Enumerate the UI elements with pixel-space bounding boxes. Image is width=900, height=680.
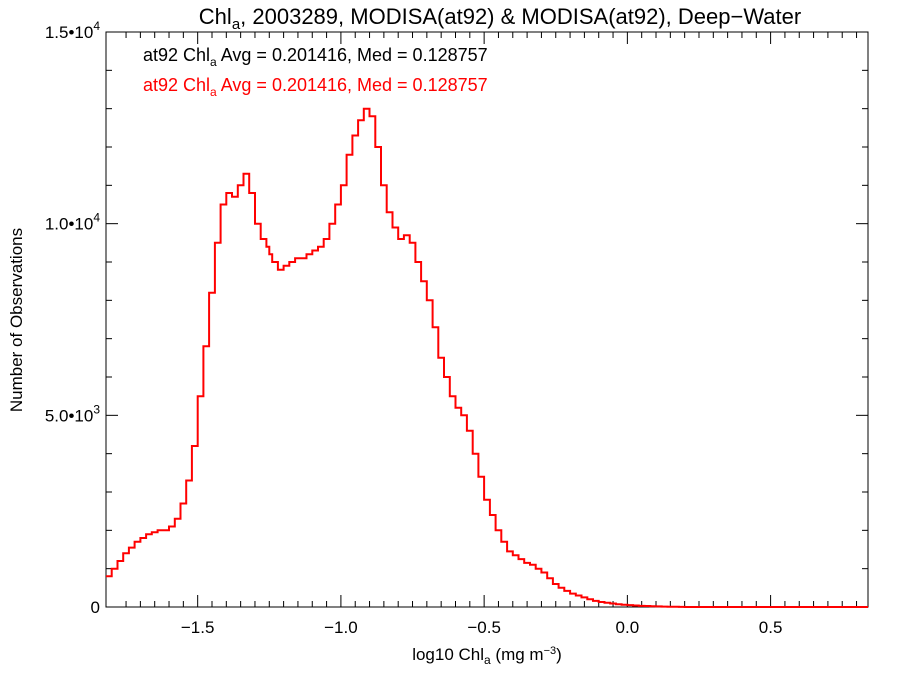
x-tick-label: −1.0 xyxy=(324,618,358,637)
y-tick-label: 5.0•103 xyxy=(45,402,101,425)
plot-frame xyxy=(105,31,869,608)
histogram-series-line xyxy=(106,107,868,608)
annotation-avg-med-red: at92 Chla Avg = 0.201416, Med = 0.128757 xyxy=(143,75,488,99)
annotation-avg-med-black: at92 Chla Avg = 0.201416, Med = 0.128757 xyxy=(143,45,488,69)
y-axis-label: Number of Observations xyxy=(7,228,26,412)
x-tick-label: 0.5 xyxy=(759,618,783,637)
x-tick-label: −0.5 xyxy=(467,618,501,637)
x-tick-label: −1.5 xyxy=(181,618,215,637)
y-tick-label: 1.5•104 xyxy=(45,19,101,42)
x-tick-label: 0.0 xyxy=(616,618,640,637)
y-tick-label: 1.0•104 xyxy=(45,211,101,234)
y-tick-label: 0 xyxy=(91,598,100,617)
chart-title: Chla, 2003289, MODISA(at92) & MODISA(at9… xyxy=(199,4,801,33)
x-axis-label: log10 Chla (mg m−3) xyxy=(412,645,562,667)
